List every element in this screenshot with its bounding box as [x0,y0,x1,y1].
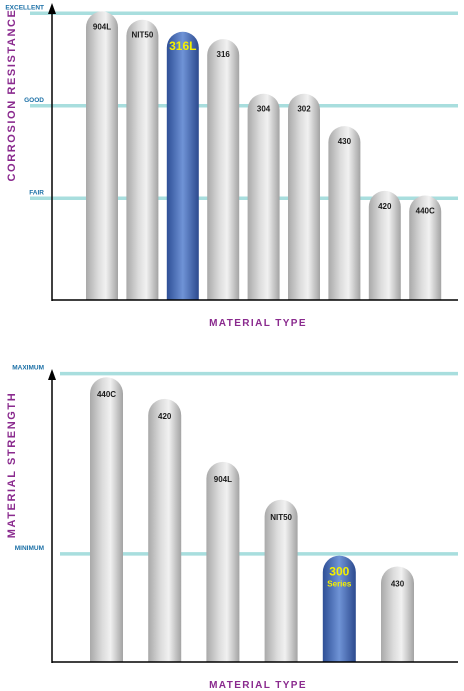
strength-bar-430 [381,566,414,662]
corrosion-bar-316 [207,39,240,301]
corrosion-bar-label-420: 420 [378,202,392,211]
corrosion-bar-label-304: 304 [257,105,271,114]
strength-bar-420 [148,398,182,662]
corrosion-bar-316l [166,31,199,300]
corrosion-level-label-good: GOOD [24,97,44,104]
strength-bar-label-300-series: 300 Series [327,565,352,589]
corrosion-bar-904l [86,11,118,301]
corrosion-bar-430 [328,126,361,300]
strength-x-axis-label: MATERIAL TYPE [209,680,307,691]
strength-bar-label-nit50: NIT50 [270,513,292,522]
strength-bar-904l [206,461,240,662]
strength-level-label-minimum: MINIMUM [15,545,44,552]
strength-y-axis-label: MATERIAL STRENGTH [6,392,18,539]
corrosion-bar-label-302: 302 [297,105,311,114]
strength-bar-440c [90,377,123,662]
strength-bar-label-430: 430 [391,579,405,588]
corrosion-x-axis-label: MATERIAL TYPE [209,318,307,329]
strength-bar-label-420: 420 [158,412,172,421]
material-strength-chart: MATERIAL STRENGTH MATERIAL TYPE MAXIMUM M… [6,365,458,691]
corrosion-resistance-chart: CORROSION RESISTANCE MATERIAL TYPE EXCEL… [5,3,458,329]
corrosion-bar-420 [368,190,401,300]
corrosion-y-axis-arrow [48,3,56,14]
strength-bar-label-904l: 904L [214,475,232,484]
corrosion-bar-nit50 [126,19,159,300]
corrosion-bar-label-904l: 904L [93,22,111,31]
corrosion-bar-440c [409,195,442,300]
corrosion-bar-304 [247,93,280,300]
corrosion-y-axis-label: CORROSION RESISTANCE [6,9,18,182]
strength-bar-300-series [322,555,356,662]
corrosion-bar-label-nit50: NIT50 [132,31,154,40]
corrosion-bar-label-430: 430 [338,137,352,146]
corrosion-bar-label-316: 316 [217,50,231,59]
strength-y-axis-arrow [48,369,56,380]
strength-level-label-maximum: MAXIMUM [12,365,44,372]
strength-bar-nit50 [264,499,298,662]
corrosion-bar-302 [288,93,320,300]
corrosion-bar-label-440c: 440C [416,206,435,215]
strength-bar-label-440c: 440C [97,390,116,399]
corrosion-level-label-excellent: EXCELLENT [5,4,44,11]
corrosion-bar-label-316l: 316L [169,39,196,53]
corrosion-level-label-fair: FAIR [29,189,44,196]
